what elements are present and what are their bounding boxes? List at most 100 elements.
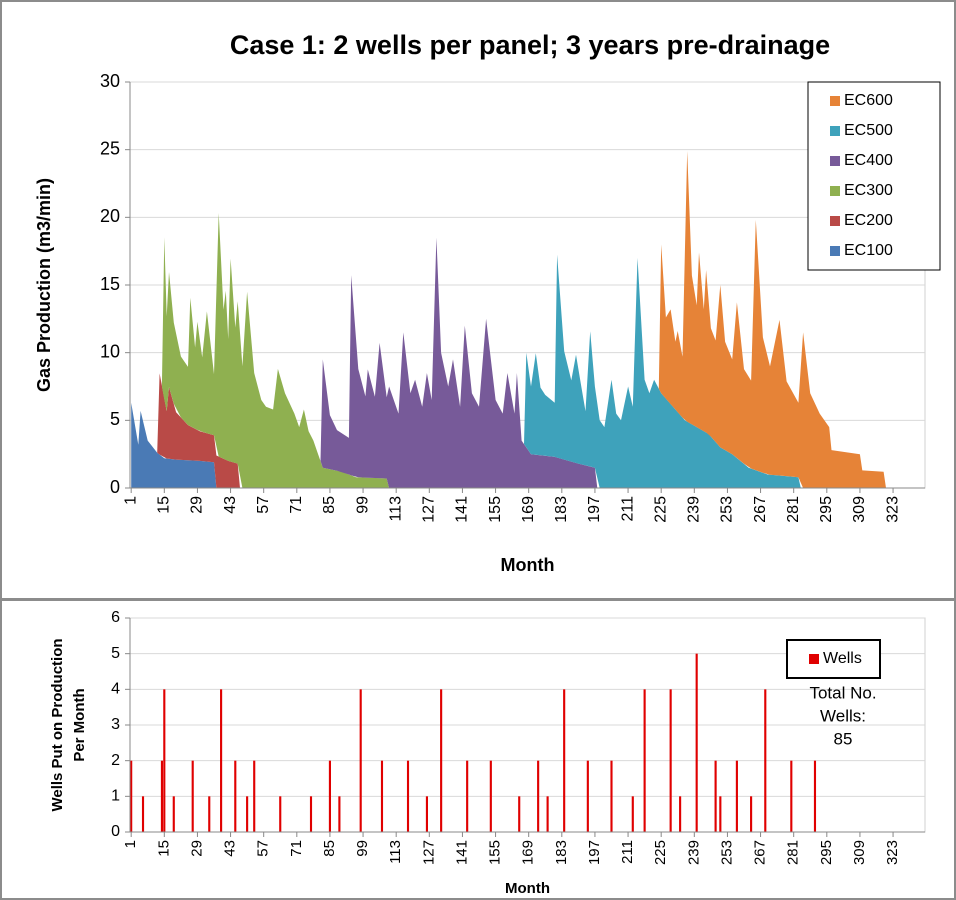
y-tick-label: 20 bbox=[100, 206, 120, 226]
y-tick-label: 5 bbox=[111, 645, 120, 662]
x-tick-label: 71 bbox=[288, 840, 305, 857]
area-series bbox=[161, 213, 390, 488]
legend-swatch bbox=[830, 246, 840, 256]
legend-box bbox=[807, 81, 941, 271]
bar bbox=[130, 760, 133, 832]
x-tick-label: 197 bbox=[586, 840, 603, 865]
bar bbox=[338, 796, 341, 832]
x-tick-label: 71 bbox=[288, 496, 305, 514]
x-tick-label: 141 bbox=[454, 496, 471, 523]
x-tick-label: 57 bbox=[255, 496, 272, 514]
x-tick-label: 57 bbox=[255, 840, 272, 857]
bar bbox=[359, 689, 362, 832]
y-tick-label: 1 bbox=[111, 788, 120, 805]
x-tick-label: 295 bbox=[818, 496, 835, 523]
x-tick-label: 113 bbox=[387, 840, 404, 864]
y-axis-title: Per Month bbox=[71, 688, 88, 761]
annotation: 85 bbox=[834, 729, 853, 748]
x-tick-label: 99 bbox=[354, 496, 371, 514]
y-tick-label: 15 bbox=[100, 274, 120, 294]
x-tick-label: 183 bbox=[553, 496, 570, 523]
bar bbox=[163, 689, 166, 832]
bar bbox=[160, 760, 164, 832]
y-axis-title: Gas Production (m3/min) bbox=[34, 178, 54, 392]
bar bbox=[466, 760, 469, 832]
y-tick-label: 3 bbox=[111, 716, 120, 733]
x-tick-label: 85 bbox=[321, 840, 338, 857]
bar bbox=[679, 796, 682, 832]
y-tick-label: 0 bbox=[111, 823, 120, 840]
bar bbox=[406, 760, 410, 832]
bar bbox=[208, 796, 211, 832]
x-tick-label: 85 bbox=[321, 496, 338, 514]
x-tick-label: 113 bbox=[387, 496, 404, 522]
x-tick-label: 155 bbox=[487, 840, 504, 865]
bar bbox=[537, 760, 540, 832]
x-tick-label: 15 bbox=[155, 840, 172, 857]
area-series bbox=[524, 254, 801, 488]
x-tick-label: 211 bbox=[619, 496, 636, 522]
bar bbox=[719, 796, 722, 832]
bar bbox=[610, 760, 613, 832]
x-tick-label: 323 bbox=[884, 496, 901, 523]
x-tick-label: 43 bbox=[222, 840, 239, 857]
x-tick-label: 267 bbox=[752, 496, 769, 523]
legend-swatch bbox=[830, 186, 840, 196]
bar bbox=[425, 796, 429, 832]
x-tick-label: 309 bbox=[851, 496, 868, 523]
x-tick-label: 253 bbox=[718, 840, 735, 865]
legend-box bbox=[786, 639, 881, 679]
annotation: Wells: bbox=[820, 706, 866, 725]
bar bbox=[518, 796, 521, 832]
area-series bbox=[658, 151, 886, 488]
x-tick-label: 323 bbox=[884, 840, 901, 865]
bar bbox=[750, 796, 753, 832]
bar bbox=[631, 796, 634, 832]
legend-label: EC400 bbox=[844, 152, 893, 169]
legend-label: EC500 bbox=[844, 122, 893, 139]
y-tick-label: 0 bbox=[110, 477, 120, 497]
x-tick-label: 253 bbox=[719, 496, 736, 523]
x-tick-label: 183 bbox=[553, 840, 570, 865]
y-tick-label: 30 bbox=[100, 71, 120, 91]
legend-label: EC600 bbox=[844, 92, 893, 109]
y-tick-label: 2 bbox=[111, 752, 120, 769]
bar bbox=[172, 796, 175, 832]
area-series bbox=[131, 402, 217, 488]
y-tick-label: 5 bbox=[110, 409, 120, 429]
bar bbox=[246, 796, 249, 832]
x-tick-label: 127 bbox=[420, 840, 437, 865]
area-series bbox=[320, 237, 598, 488]
x-tick-label: 15 bbox=[156, 496, 173, 514]
y-tick-label: 25 bbox=[100, 138, 120, 158]
bar bbox=[253, 760, 256, 832]
legend-swatch bbox=[830, 156, 840, 166]
x-tick-label: 281 bbox=[785, 496, 802, 523]
y-tick-label: 6 bbox=[111, 609, 120, 626]
bar bbox=[191, 760, 194, 832]
x-tick-label: 99 bbox=[354, 840, 371, 857]
x-tick-label: 1 bbox=[122, 840, 139, 848]
x-tick-label: 197 bbox=[586, 496, 603, 523]
legend-label: EC200 bbox=[844, 212, 893, 229]
bar bbox=[735, 760, 738, 832]
bar bbox=[489, 760, 492, 832]
bar bbox=[220, 689, 223, 832]
bar bbox=[790, 760, 793, 832]
annotation: Total No. bbox=[809, 683, 876, 702]
legend-label: EC100 bbox=[844, 242, 893, 259]
x-tick-label: 169 bbox=[520, 496, 537, 523]
x-tick-label: 225 bbox=[652, 496, 669, 523]
x-tick-label: 211 bbox=[619, 840, 636, 864]
legend-label: Wells bbox=[823, 650, 862, 667]
bar bbox=[234, 760, 237, 832]
bar bbox=[141, 796, 145, 832]
bar bbox=[813, 760, 817, 832]
bar bbox=[380, 760, 384, 832]
x-axis-title: Month bbox=[501, 555, 555, 575]
bar bbox=[546, 796, 549, 832]
x-tick-label: 155 bbox=[487, 496, 504, 523]
x-tick-label: 1 bbox=[122, 496, 139, 505]
legend-swatch bbox=[809, 654, 819, 664]
bar bbox=[714, 760, 717, 832]
